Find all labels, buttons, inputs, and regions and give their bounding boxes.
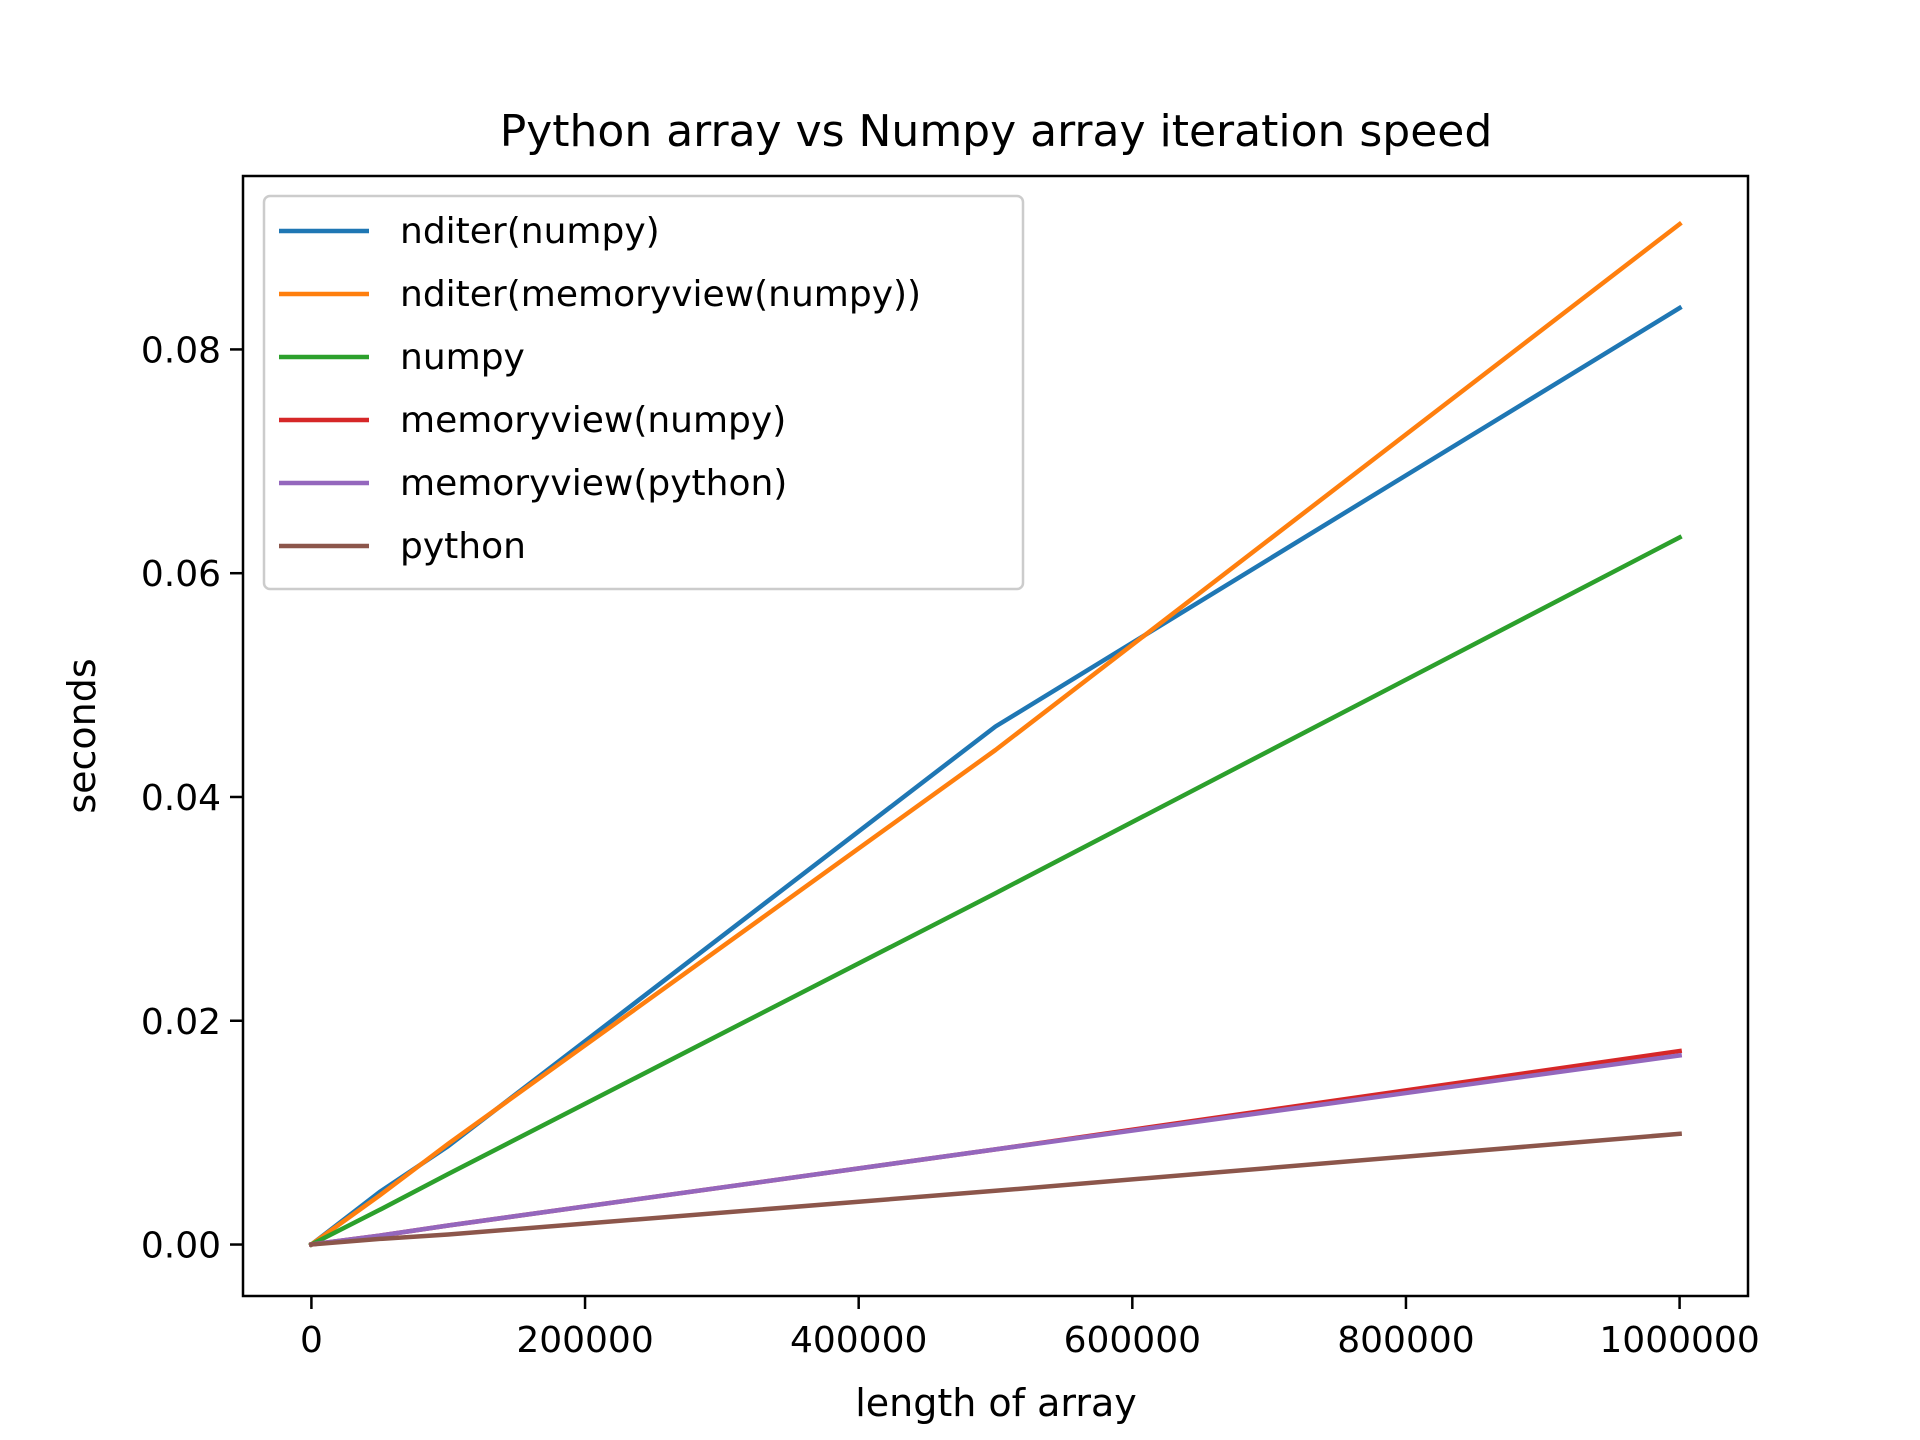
y-tick-label: 0.00 <box>141 1226 221 1267</box>
legend-label-4: memoryview(python) <box>400 463 787 504</box>
y-tick-label: 0.06 <box>141 554 221 595</box>
legend-label-3: memoryview(numpy) <box>400 400 786 441</box>
x-tick-label: 1000000 <box>1599 1320 1759 1361</box>
legend-label-0: nditer(numpy) <box>400 211 660 252</box>
series-line-1 <box>308 220 1683 1248</box>
y-axis: 0.00 0.02 0.04 0.06 0.08 <box>141 330 243 1267</box>
y-tick-label: 0.04 <box>141 778 221 819</box>
legend-label-5: python <box>400 526 526 567</box>
plot-area <box>308 220 1683 1248</box>
legend-label-1: nditer(memoryview(numpy)) <box>400 274 921 315</box>
legend-items: nditer(numpy) nditer(memoryview(numpy)) nu… <box>279 211 921 567</box>
x-axis-label: length of array <box>855 1381 1137 1425</box>
y-axis-label: seconds <box>60 658 104 813</box>
legend-box <box>262 194 1025 591</box>
y-tick-label: 0.08 <box>141 330 221 371</box>
y-tick-label: 0.02 <box>141 1002 221 1043</box>
legend-label-2: numpy <box>400 337 525 378</box>
x-tick-label: 0 <box>300 1320 323 1361</box>
axes-frame <box>241 174 1750 1298</box>
chart-title: Python array vs Numpy array iteration sp… <box>500 106 1493 157</box>
x-tick-label: 600000 <box>1064 1320 1201 1361</box>
legend: nditer(numpy) nditer(memoryview(numpy)) nu… <box>262 194 1025 591</box>
series-line-2 <box>308 534 1683 1248</box>
x-tick-label: 800000 <box>1337 1320 1474 1361</box>
x-tick-label: 400000 <box>790 1320 927 1361</box>
x-axis: 0 200000 400000 600000 800000 1000000 <box>300 1296 1760 1361</box>
series-line-5 <box>308 1131 1683 1247</box>
x-tick-label: 200000 <box>516 1320 653 1361</box>
